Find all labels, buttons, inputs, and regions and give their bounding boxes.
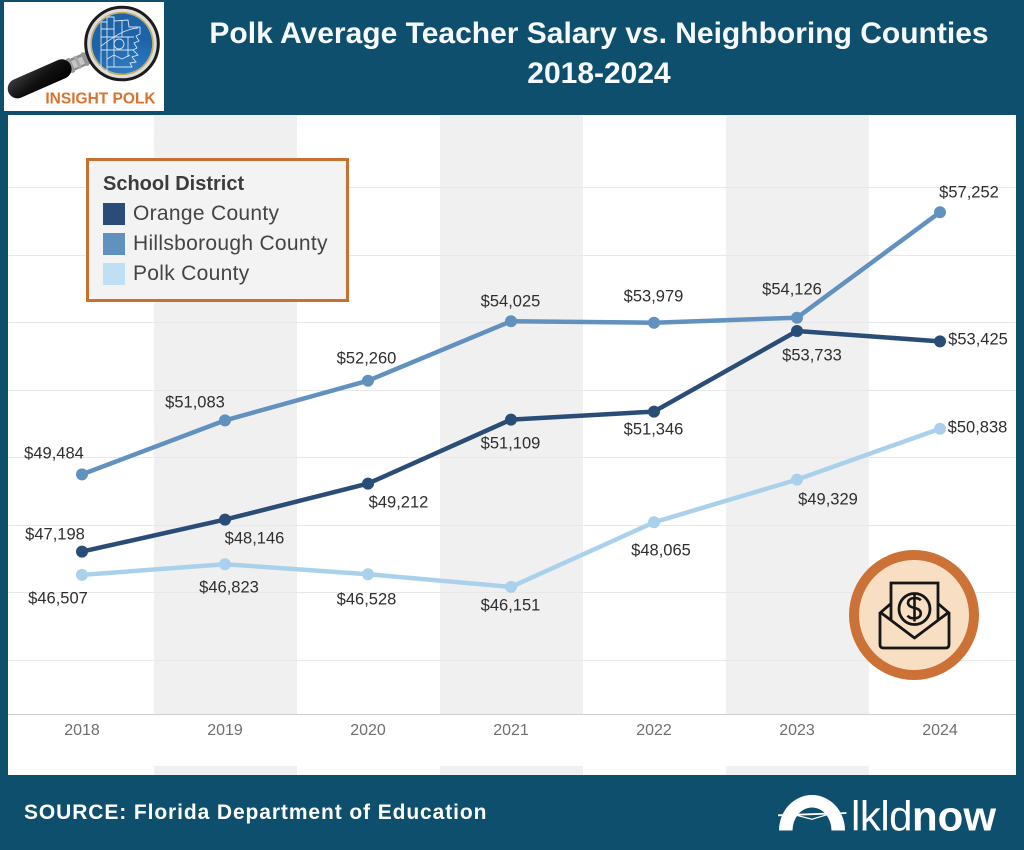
svg-text:INSIGHT POLK: INSIGHT POLK xyxy=(45,91,156,108)
svg-text:lkldnow: lkldnow xyxy=(851,793,996,840)
